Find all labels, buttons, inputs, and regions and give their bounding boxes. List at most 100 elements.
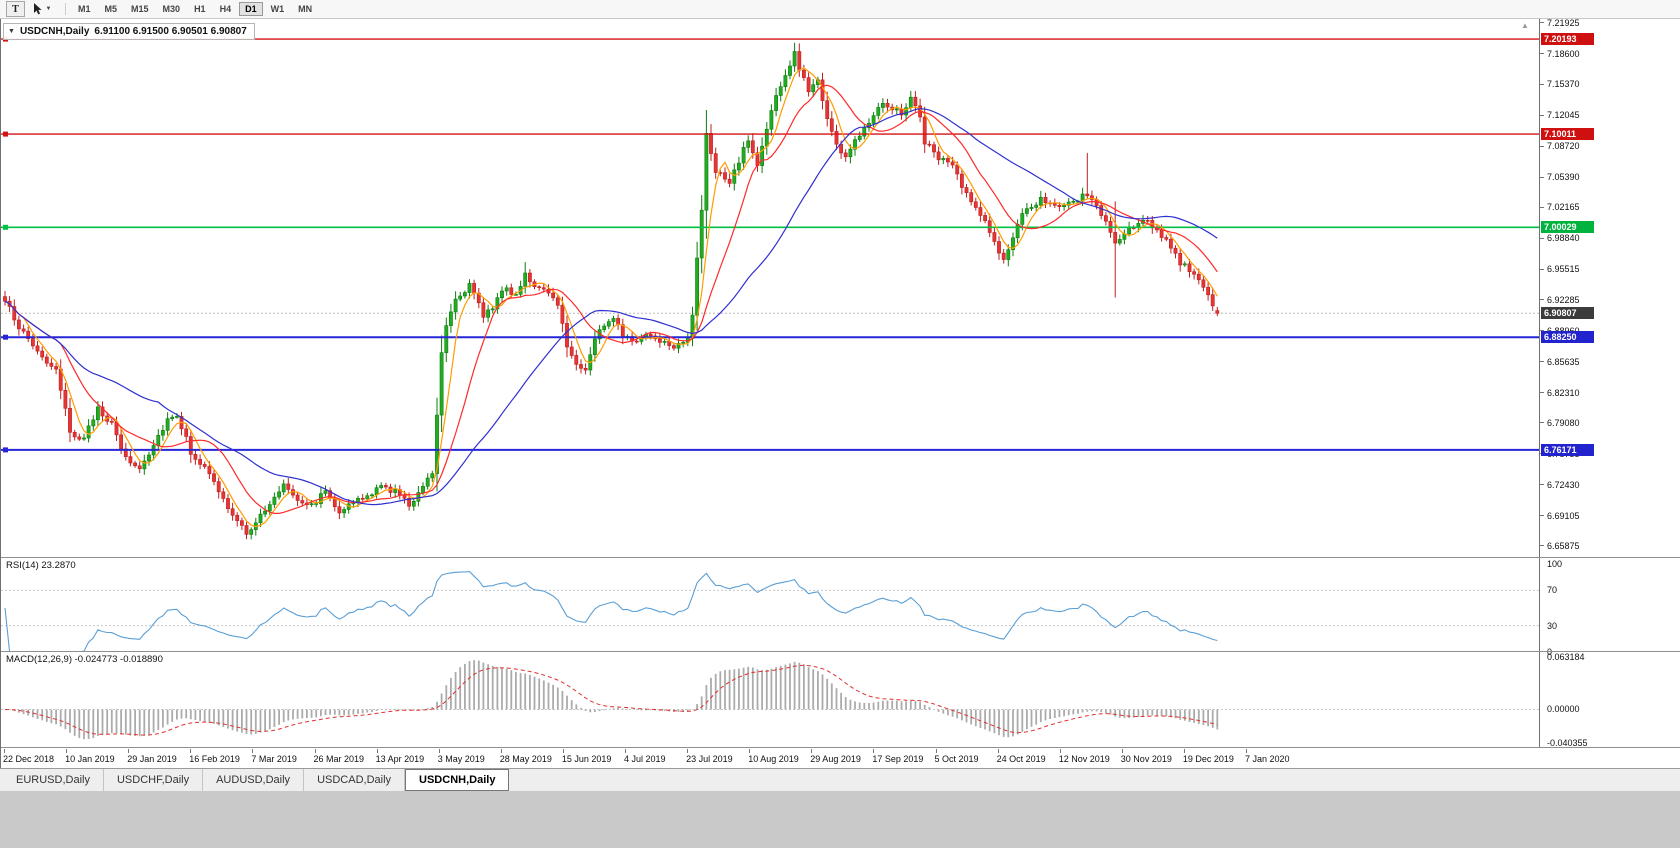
ma-fast-line bbox=[4, 67, 1218, 528]
time-axis-label: 22 Dec 2018 bbox=[3, 754, 55, 764]
candle bbox=[936, 151, 941, 161]
candle bbox=[983, 215, 988, 221]
candle bbox=[184, 428, 189, 437]
candle bbox=[1145, 220, 1150, 222]
price-axis-label: 6.92285 bbox=[1547, 294, 1580, 305]
price-axis-tick bbox=[1540, 83, 1544, 85]
candle bbox=[16, 319, 21, 330]
macd-chart[interactable] bbox=[1, 652, 1539, 747]
candle bbox=[913, 96, 918, 106]
candle bbox=[188, 436, 193, 455]
timeframe-button-h1[interactable]: H1 bbox=[194, 4, 206, 14]
candle bbox=[950, 161, 955, 166]
candle bbox=[843, 152, 848, 158]
tab-usdchf[interactable]: USDCHF,Daily bbox=[104, 769, 204, 791]
price-badge-current-price: 6.90807 bbox=[1541, 307, 1594, 320]
main-chart-panel[interactable]: ▼ USDCNH,Daily 6.91100 6.91500 6.90501 6… bbox=[1, 19, 1539, 557]
candle bbox=[77, 436, 82, 440]
candle bbox=[82, 437, 86, 440]
candle bbox=[323, 490, 328, 494]
candle bbox=[272, 496, 277, 505]
price-axis-tick bbox=[1540, 176, 1544, 178]
text-tool-button[interactable]: T bbox=[6, 1, 25, 17]
candle bbox=[504, 287, 509, 292]
timeframe-button-m5[interactable]: M5 bbox=[104, 4, 118, 14]
candle bbox=[723, 172, 727, 180]
candle bbox=[699, 209, 704, 259]
price-badge-round-level: 7.00029 bbox=[1541, 221, 1594, 234]
candle bbox=[709, 133, 713, 154]
time-axis-tick bbox=[500, 749, 502, 753]
candle bbox=[444, 325, 449, 354]
tab-usdcad[interactable]: USDCAD,Daily bbox=[304, 769, 406, 791]
drawing-tool-button[interactable]: ▼ bbox=[29, 2, 55, 16]
price-axis-label: 7.18600 bbox=[1547, 48, 1580, 59]
support-line-1-handle[interactable] bbox=[3, 334, 8, 340]
time-axis-tick bbox=[1246, 749, 1247, 753]
candle bbox=[383, 485, 388, 488]
tab-usdcnh[interactable]: USDCNH,Daily bbox=[405, 769, 510, 791]
candle bbox=[407, 497, 412, 507]
timeframe-button-m15[interactable]: M15 bbox=[131, 4, 149, 14]
candle bbox=[147, 454, 151, 462]
timeframe-button-d1[interactable]: D1 bbox=[239, 2, 263, 16]
price-axis-label: 6.65875 bbox=[1547, 540, 1580, 551]
candle bbox=[342, 509, 347, 514]
candle bbox=[212, 473, 216, 482]
tab-eurusd[interactable]: EURUSD,Daily bbox=[3, 769, 104, 791]
candle bbox=[263, 510, 268, 515]
scroll-up-icon[interactable]: ▲ bbox=[1521, 21, 1529, 30]
candle bbox=[235, 514, 240, 521]
candle bbox=[170, 416, 175, 420]
rsi-chart[interactable] bbox=[1, 558, 1539, 651]
price-badge-support-2: 6.76171 bbox=[1541, 443, 1594, 456]
time-axis[interactable]: 22 Dec 2018 10 Jan 2019 29 Jan 2019 16 Feb … bbox=[1, 747, 1680, 770]
candle bbox=[806, 77, 811, 93]
macd-panel[interactable]: MACD(12,26,9) -0.024773 -0.018890 bbox=[1, 652, 1539, 747]
candle bbox=[360, 497, 365, 500]
candle bbox=[35, 345, 40, 352]
candle bbox=[435, 414, 439, 474]
candle bbox=[848, 148, 853, 158]
support-line-2-handle[interactable] bbox=[3, 447, 8, 453]
price-axis[interactable]: 7.21925 7.18600 7.15370 7.12045 7.08720 7.053… bbox=[1539, 18, 1680, 748]
candle bbox=[439, 352, 444, 416]
candle bbox=[704, 133, 709, 211]
candle bbox=[713, 153, 718, 173]
candle bbox=[462, 292, 467, 297]
resistance-line-2-handle[interactable] bbox=[3, 131, 8, 137]
rsi-panel-splitter[interactable] bbox=[1, 557, 1680, 558]
ohlc-values: 6.91100 6.91500 6.90501 6.90807 bbox=[94, 26, 247, 37]
candle bbox=[574, 355, 579, 365]
round-level-line-handle[interactable] bbox=[3, 224, 8, 230]
candle bbox=[374, 487, 379, 496]
timeframe-button-h4[interactable]: H4 bbox=[219, 4, 232, 14]
timeframe-button-w1[interactable]: W1 bbox=[270, 4, 285, 14]
candle bbox=[1187, 263, 1192, 273]
candlestick-chart[interactable] bbox=[1, 19, 1539, 557]
timeframe-button-m30[interactable]: M30 bbox=[162, 4, 181, 14]
symbol-dropdown-icon[interactable]: ▼ bbox=[8, 28, 15, 35]
tab-audusd[interactable]: AUDUSD,Daily bbox=[203, 769, 305, 791]
candle bbox=[207, 466, 212, 475]
macd-panel-splitter[interactable] bbox=[1, 651, 1680, 652]
price-axis-label: 6.95515 bbox=[1547, 264, 1580, 275]
candle bbox=[26, 330, 31, 340]
candle bbox=[128, 456, 133, 464]
timeframe-button-mn[interactable]: MN bbox=[298, 4, 313, 14]
time-axis-tick bbox=[811, 749, 813, 753]
candle bbox=[551, 292, 556, 299]
time-axis-tick bbox=[66, 749, 68, 753]
price-axis-tick bbox=[1540, 145, 1544, 147]
candle bbox=[1011, 237, 1015, 251]
candle bbox=[490, 308, 495, 311]
toolbar: T ▼ M1 M5 M15 M30 H1 H4 D1 W1 MN bbox=[0, 0, 1680, 19]
candle bbox=[402, 494, 407, 499]
candle bbox=[792, 51, 797, 67]
time-axis-label: 19 Dec 2019 bbox=[1182, 754, 1234, 764]
candle bbox=[973, 201, 978, 208]
rsi-panel[interactable]: RSI(14) 23.2870 bbox=[1, 558, 1539, 651]
timeframe-button-m1[interactable]: M1 bbox=[78, 4, 91, 14]
candle bbox=[760, 145, 765, 166]
